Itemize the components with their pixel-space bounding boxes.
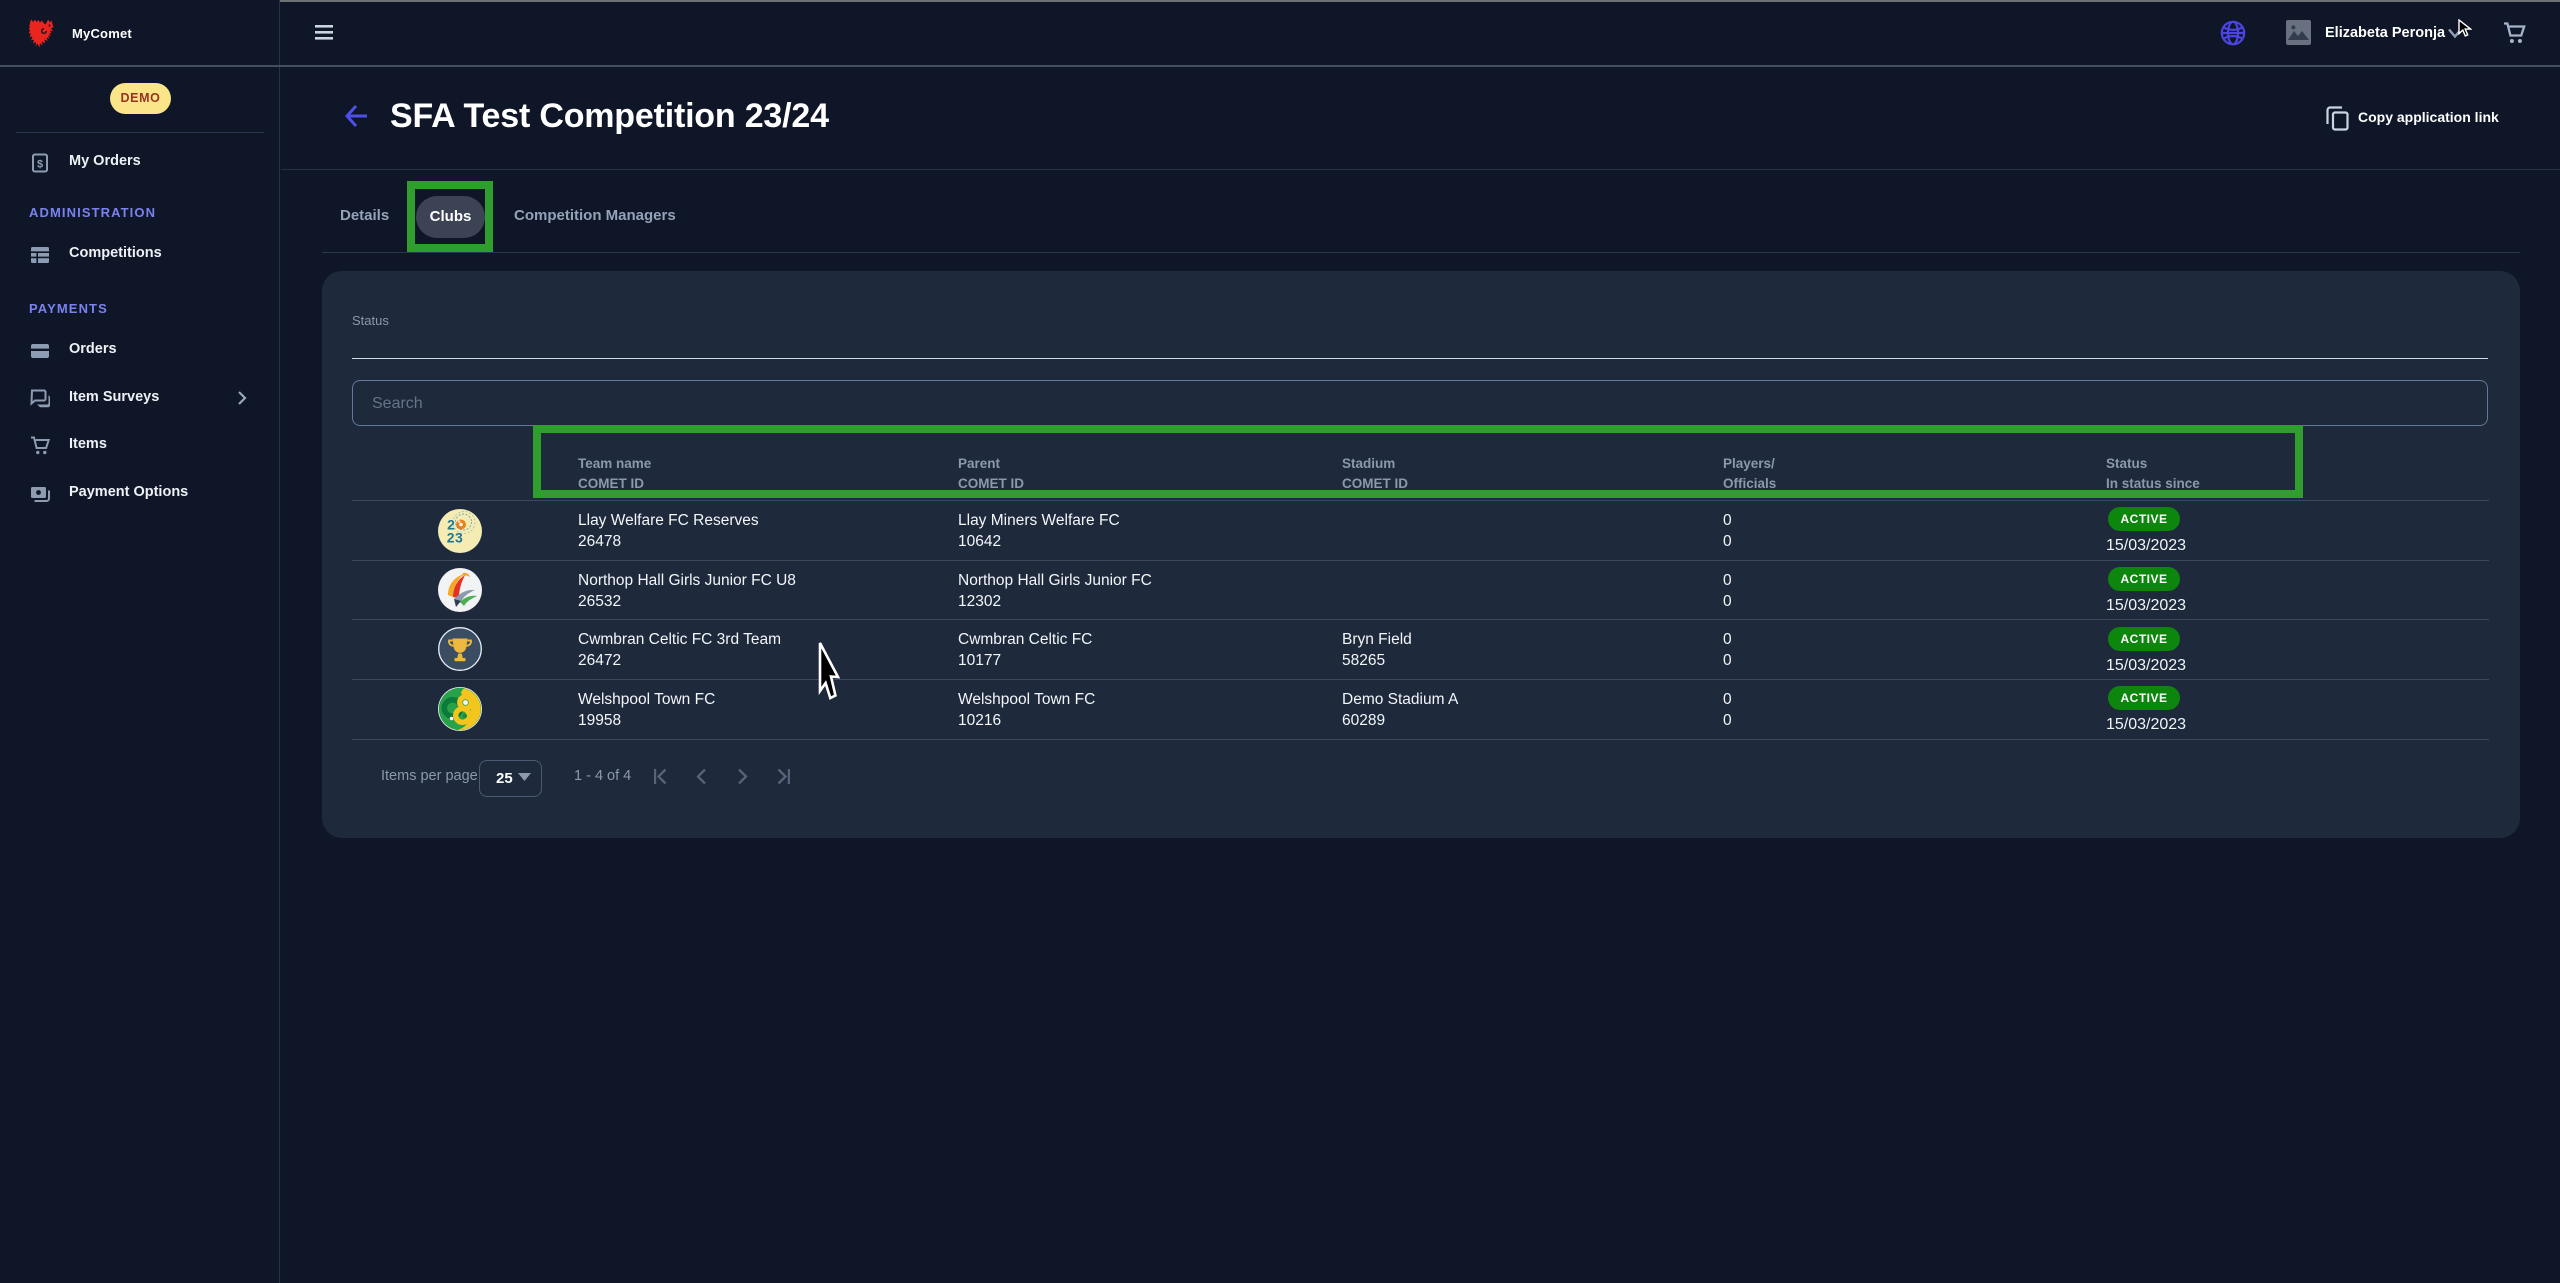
svg-text:2: 2	[447, 517, 455, 533]
svg-text:23: 23	[447, 530, 464, 546]
svg-text:$: $	[37, 158, 43, 170]
